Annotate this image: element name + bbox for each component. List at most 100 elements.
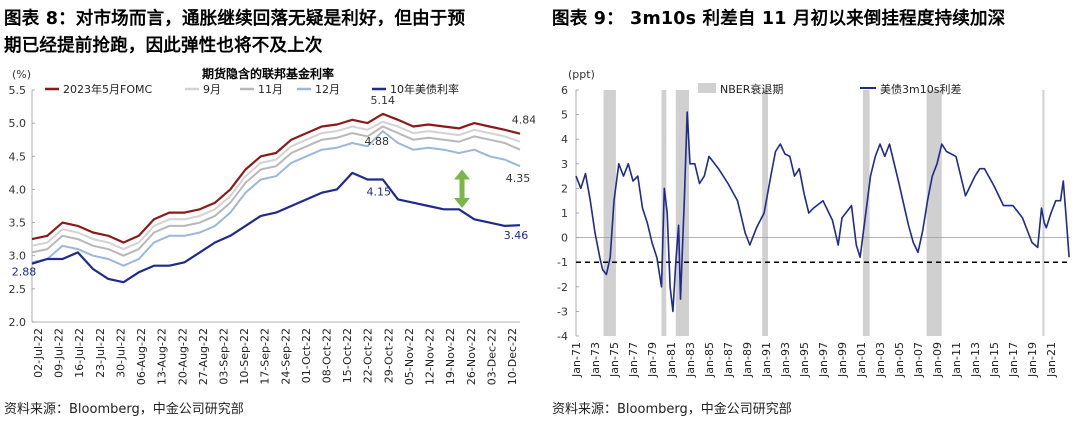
left-title-line1: 图表 8：对市场而言，通胀继续回落无疑是利好，但由于预 [4,9,466,29]
legend-label-fomc_may: 2023年5月FOMC [63,82,152,96]
x-tick-label: Jan-07 [912,342,925,378]
y-axis-unit: (%) [12,68,31,81]
y-tick-label: 4.5 [9,150,27,163]
y-tick-label: 3 [561,158,568,171]
x-tick-label: Jan-21 [1045,342,1058,378]
y-tick-label: 2 [561,182,568,195]
legend-label-nber: NBER衰退期 [720,82,783,96]
x-tick-label: 08-Oct-22 [321,328,334,383]
y-tick-label: 5 [561,109,568,122]
gap-arrow-head-up [454,169,470,180]
x-tick-label: 02-Jul-22 [32,328,45,378]
x-tick-label: 10-Sep-22 [238,328,251,385]
x-tick-label: Jan-87 [722,342,735,378]
y-tick-label: 3.5 [9,217,27,230]
x-tick-label: Jan-03 [874,342,887,378]
data-label: 4.35 [506,172,531,185]
x-tick-label: Jan-19 [1026,342,1039,378]
x-tick-label: Jan-79 [646,342,659,378]
y-axis-unit: (ppt) [568,68,595,81]
x-tick-label: 24-Sep-22 [279,328,292,385]
series-line-nov [31,125,521,257]
y-tick-label: 2.0 [9,316,27,329]
series-line-spread [575,111,1070,313]
y-tick-label: 5.0 [9,117,27,130]
legend-label-nov: 11月 [258,83,283,96]
x-tick-label: Jan-09 [931,342,944,378]
data-label: 4.84 [512,114,535,127]
x-tick-label: Jan-81 [665,342,678,378]
x-tick-label: 12-Nov-22 [424,328,437,385]
x-tick-label: Jan-89 [741,342,754,378]
y-tick-label: 0 [561,232,568,245]
x-tick-label: Jan-01 [855,342,868,378]
right-chart-source: 资料来源：Bloomberg，中金公司研究部 [552,402,792,417]
recession-bar [603,90,616,336]
x-tick-label: 09-Jul-22 [53,328,66,378]
recession-bar [926,90,942,336]
data-label: 2.88 [12,266,37,279]
y-tick-label: -2 [557,281,568,294]
x-tick-label: 17-Sep-22 [259,328,272,385]
legend-label-ust10: 10年美债利率 [390,82,459,96]
x-tick-label: 23-Jul-22 [94,328,107,378]
x-tick-label: Jan-73 [589,342,602,378]
x-tick-label: Jan-13 [969,342,982,378]
y-tick-label: 1 [561,207,568,220]
y-tick-label: 5.5 [9,84,27,97]
x-tick-label: 29-Oct-22 [382,328,395,383]
series-line-fomc_may [31,112,521,244]
x-tick-label: Jan-77 [627,342,640,378]
x-tick-label: Jan-93 [779,342,792,378]
left-chart-panel: 图表 8：对市场而言，通胀继续回落无疑是利好，但由于预 期已经提前抢跑，因此弹性… [0,0,535,422]
data-label: 3.46 [504,229,529,242]
right-chart-title: 图表 9： 3m10s 利差自 11 月初以来倒挂程度持续加深 [552,9,1006,29]
right-chart-panel: 图表 9： 3m10s 利差自 11 月初以来倒挂程度持续加深 (ppt) 6 5 4… [548,0,1080,422]
data-label: 4.88 [365,135,390,148]
left-title-line2: 期已经提前抢跑，因此弹性也将不及上次 [4,36,323,56]
x-tick-label: 20-Aug-22 [176,328,189,385]
data-label: 5.14 [371,94,396,107]
y-tick-label: 4.0 [9,183,27,196]
left-chart-svg: (%) 期货隐含的联邦基金利率 5.5 5.0 4.5 4.0 3.5 3.0 2.5 2.0 02… [9,66,536,385]
legend-label-dec: 12月 [315,83,340,96]
y-tick-label: 2.5 [9,283,27,296]
x-tick-label: Jan-85 [703,342,716,378]
series-line-ust10 [31,171,521,284]
recession-bar [1042,90,1045,336]
x-tick-label: Jan-71 [570,342,583,378]
x-tick-label: 05-Nov-22 [403,328,416,385]
y-tick-label: 6 [561,84,568,97]
series-line-dec [31,130,521,267]
recession-bar [762,90,768,336]
legend-label-spread: 美债3m10s利差 [880,82,961,96]
x-tick-label: Jan-95 [798,342,811,378]
x-tick-label: 03-Dec-22 [485,328,498,385]
y-tick-label: -3 [557,305,568,318]
data-label: 4.15 [367,185,392,198]
x-tick-label: Jan-83 [684,342,697,378]
legend-swatch-nber [698,83,716,93]
x-tick-label: Jan-91 [760,342,773,378]
x-tick-label: 10-Dec-22 [506,328,519,385]
y-tick-label: -1 [557,256,568,269]
y-tick-label: -4 [557,330,568,343]
x-tick-label: 13-Aug-22 [156,328,169,385]
x-tick-label: Jan-11 [950,342,963,378]
chart-title: 期货隐含的联邦基金利率 [202,66,334,81]
x-tick-label: 26-Nov-22 [465,328,478,385]
x-tick-label: 01-Oct-22 [300,328,313,383]
x-tick-label: Jan-17 [1007,342,1020,378]
y-tick-label: 3.0 [9,250,27,263]
x-tick-label: Jan-97 [817,342,830,378]
x-tick-label: 03-Sep-22 [217,328,230,385]
left-chart-title: 图表 8：对市场而言，通胀继续回落无疑是利好，但由于预 期已经提前抢跑，因此弹性… [4,6,465,60]
x-tick-label: Jan-99 [836,342,849,378]
x-tick-label: Jan-15 [988,342,1001,378]
x-tick-label: Jan-75 [608,342,621,378]
x-tick-label: 06-Aug-22 [135,328,148,385]
x-tick-label: 27-Aug-22 [197,328,210,385]
gap-arrow-head-down [454,197,470,208]
x-tick-label: 16-Jul-22 [73,328,86,378]
